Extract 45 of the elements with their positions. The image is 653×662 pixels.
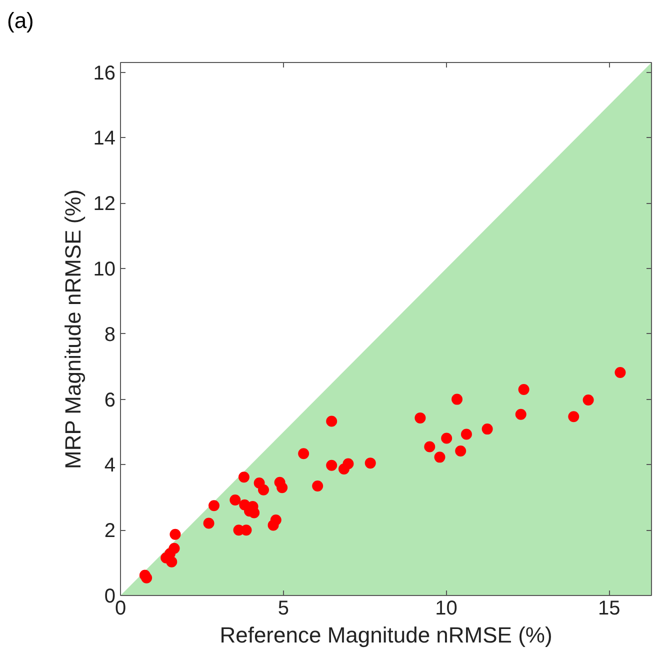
- point: [312, 480, 324, 492]
- x-tick-label: 5: [278, 598, 289, 620]
- y-tick-label: 4: [104, 454, 116, 477]
- point: [342, 458, 354, 470]
- point: [166, 556, 178, 568]
- point: [270, 514, 282, 526]
- x-tick-label: 10: [435, 598, 458, 620]
- point: [203, 518, 214, 529]
- y-tick-label: 6: [104, 389, 116, 412]
- point: [326, 460, 338, 471]
- y-tick-label: 14: [93, 128, 116, 150]
- text: (a): [7, 7, 34, 35]
- point: [208, 500, 220, 512]
- point: [414, 412, 426, 424]
- point: [248, 507, 260, 518]
- point: [298, 448, 310, 460]
- point: [460, 428, 472, 440]
- y-tick-label: 12: [93, 193, 116, 216]
- point: [364, 458, 376, 469]
- y-tick-label: 2: [104, 520, 116, 542]
- y-axis-title: MRP Magnitude nRMSE (%): [60, 189, 86, 469]
- y-tick-label: 10: [93, 258, 116, 281]
- point: [614, 367, 626, 378]
- point: [141, 572, 152, 584]
- y-tick-label: 16: [93, 62, 116, 84]
- point: [276, 482, 288, 494]
- point: [434, 452, 446, 463]
- point: [170, 528, 181, 540]
- y-tick-label: 8: [104, 324, 116, 346]
- x-axis-title: Reference Magnitude nRMSE (%): [220, 622, 552, 648]
- point: [258, 484, 270, 496]
- point: [168, 542, 180, 554]
- point: [455, 445, 466, 456]
- point: [238, 472, 250, 483]
- point: [230, 494, 241, 506]
- point: [518, 384, 530, 395]
- point: [326, 416, 338, 427]
- point: [568, 411, 580, 422]
- point: [452, 394, 463, 405]
- point: [482, 424, 493, 435]
- point: [441, 432, 452, 444]
- x-tick-label: 15: [598, 598, 620, 620]
- point: [515, 408, 526, 420]
- point: [424, 441, 436, 452]
- point: [582, 394, 594, 406]
